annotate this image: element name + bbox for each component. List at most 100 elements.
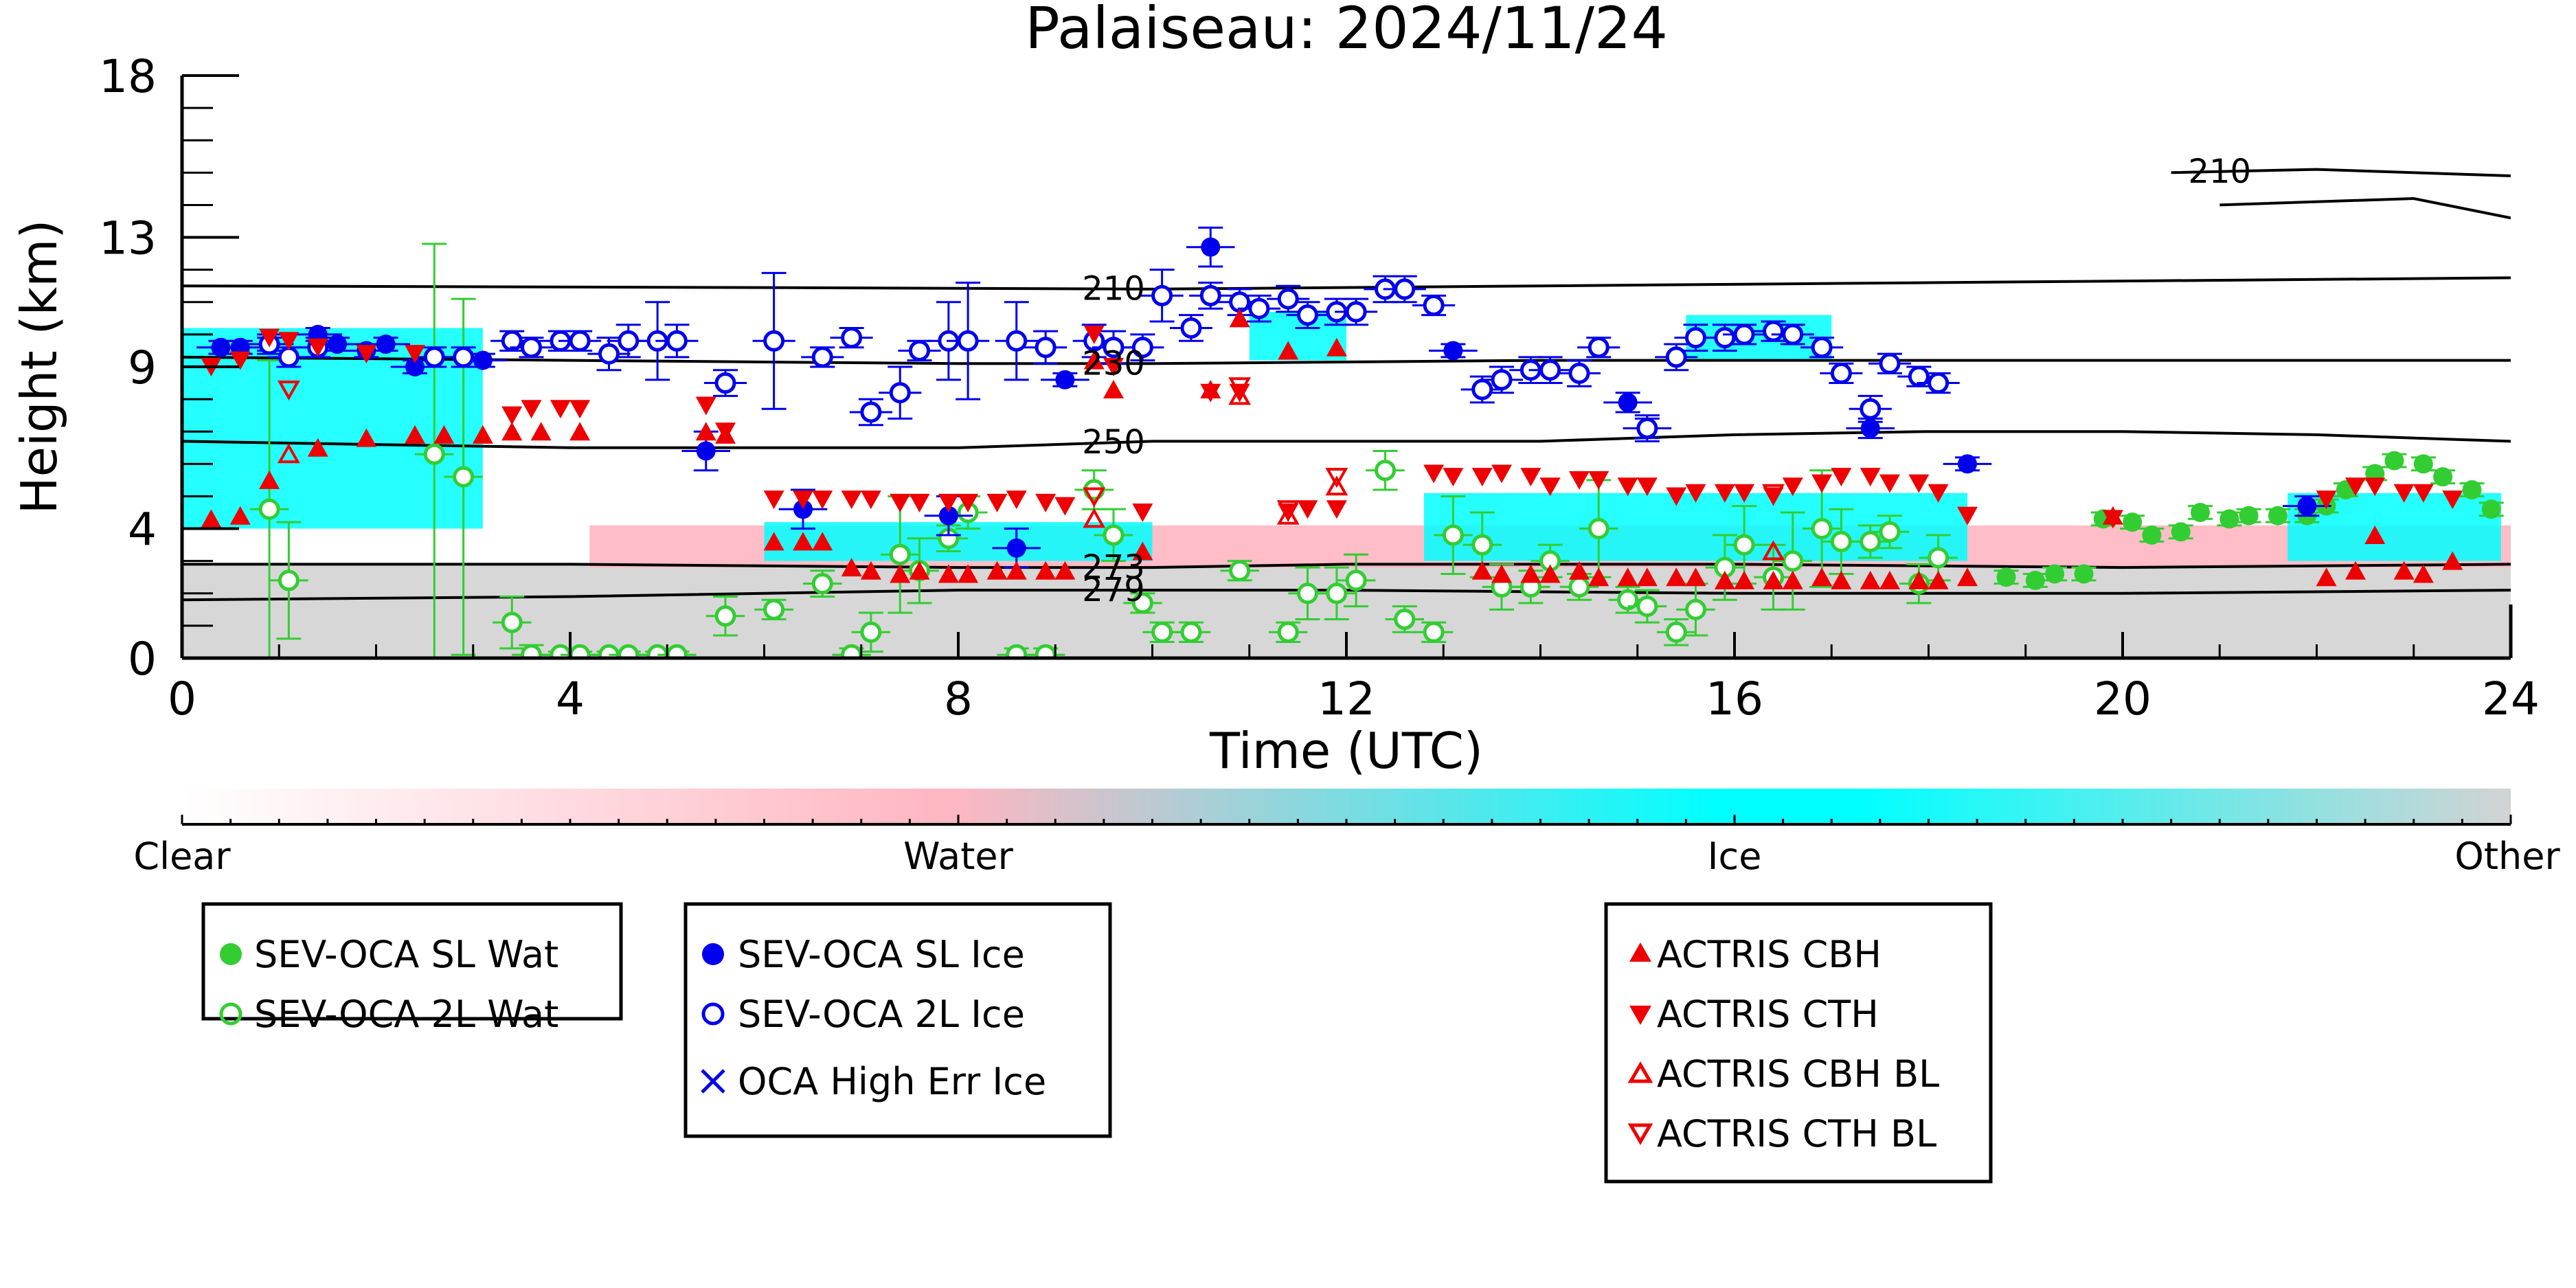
point-8-1 bbox=[1083, 487, 1106, 508]
legend-marker-high-err-ice bbox=[701, 1069, 725, 1094]
point-3-52 bbox=[1811, 337, 1833, 359]
point-6-56 bbox=[1957, 506, 1978, 526]
point-5-55 bbox=[2316, 567, 2337, 587]
point-5-8 bbox=[501, 422, 523, 441]
point-6-39 bbox=[1539, 477, 1561, 497]
point-6-4 bbox=[307, 338, 328, 357]
point-1-11 bbox=[666, 644, 688, 658]
point-5-37 bbox=[1569, 561, 1590, 580]
point-0-10 bbox=[2239, 506, 2259, 526]
point-2-18 bbox=[1860, 418, 1880, 438]
point-6-47 bbox=[1734, 484, 1755, 503]
point-3-55 bbox=[1879, 352, 1901, 374]
legend-label-high-err-ice: OCA High Err Ice bbox=[738, 1060, 1046, 1103]
colorbar-ticks bbox=[181, 815, 2512, 824]
point-5-34 bbox=[1491, 564, 1512, 583]
point-1-42 bbox=[1588, 518, 1609, 540]
legend-marker-cth bbox=[1629, 1006, 1651, 1025]
point-1-52 bbox=[1830, 530, 1852, 552]
point-5-53 bbox=[1957, 567, 1978, 587]
x-tick-label-2: 8 bbox=[944, 673, 973, 725]
point-5-11 bbox=[695, 422, 716, 441]
point-5-48 bbox=[1831, 570, 1852, 589]
point-5-42 bbox=[1685, 567, 1706, 587]
point-3-48 bbox=[1714, 327, 1736, 349]
point-6-57 bbox=[2102, 510, 2123, 529]
legend-box-ice bbox=[683, 902, 1112, 1138]
point-5-41 bbox=[1666, 567, 1687, 587]
point-6-9 bbox=[550, 400, 571, 419]
point-3-10 bbox=[618, 330, 640, 352]
legend-marker-2l-ice bbox=[701, 1002, 725, 1026]
point-3-18 bbox=[889, 382, 911, 404]
point-3-40 bbox=[1491, 369, 1513, 391]
contour-line-5 bbox=[2171, 168, 2511, 177]
legend-marker-cbh-bl bbox=[1627, 1061, 1653, 1083]
point-6-24 bbox=[1035, 493, 1057, 512]
point-1-26 bbox=[1151, 621, 1173, 643]
point-2-12 bbox=[1006, 538, 1026, 558]
point-3-39 bbox=[1471, 379, 1493, 400]
point-3-13 bbox=[714, 372, 736, 394]
point-1-12 bbox=[714, 605, 736, 627]
point-3-8 bbox=[569, 330, 591, 352]
point-8-3 bbox=[1276, 500, 1300, 521]
point-0-8 bbox=[2191, 503, 2210, 522]
point-6-55 bbox=[1928, 484, 1949, 503]
point-5-5 bbox=[405, 425, 425, 444]
legend-label-2l-ice: SEV-OCA 2L Ice bbox=[738, 993, 1025, 1036]
colorbar-label-other: Other bbox=[2454, 835, 2560, 878]
point-3-37 bbox=[1394, 278, 1416, 300]
point-3-33 bbox=[1297, 304, 1318, 326]
point-2-4 bbox=[328, 335, 347, 354]
point-5-36 bbox=[1539, 564, 1561, 583]
point-0-11 bbox=[2268, 506, 2287, 526]
x-axis-label: Time (UTC) bbox=[1209, 722, 1483, 780]
point-6-18 bbox=[890, 493, 911, 512]
point-5-22 bbox=[986, 561, 1008, 580]
point-3-53 bbox=[1830, 362, 1852, 384]
point-5-32 bbox=[1326, 337, 1347, 357]
point-6-41 bbox=[1588, 471, 1609, 490]
point-3-50 bbox=[1763, 320, 1784, 342]
point-0-19 bbox=[2462, 480, 2482, 500]
point-2-10 bbox=[793, 499, 813, 519]
colorbar-gradient bbox=[182, 789, 2511, 824]
point-5-20 bbox=[938, 564, 959, 583]
colorbar-label-water: Water bbox=[903, 835, 1013, 878]
point-1-2 bbox=[423, 443, 445, 465]
point-3-49 bbox=[1733, 324, 1755, 346]
colorbar-label-clear: Clear bbox=[133, 835, 231, 878]
point-0-7 bbox=[2171, 522, 2191, 542]
point-2-15 bbox=[1443, 341, 1463, 361]
point-5-6 bbox=[433, 425, 455, 444]
point-1-41 bbox=[1568, 576, 1590, 598]
point-3-44 bbox=[1588, 337, 1609, 359]
point-6-46 bbox=[1714, 484, 1735, 503]
point-3-31 bbox=[1248, 297, 1270, 319]
point-3-23 bbox=[1035, 337, 1057, 359]
point-3-17 bbox=[860, 401, 882, 423]
point-1-22 bbox=[1035, 644, 1057, 658]
point-1-30 bbox=[1297, 583, 1318, 605]
point-6-20 bbox=[938, 493, 959, 512]
point-0-16 bbox=[2384, 451, 2404, 471]
point-5-51 bbox=[1908, 570, 1930, 589]
point-1-7 bbox=[569, 644, 591, 658]
x-tick-label-4: 16 bbox=[1706, 673, 1763, 725]
x-tick-label-5: 20 bbox=[2094, 673, 2151, 725]
point-1-50 bbox=[1782, 550, 1804, 572]
point-3-27 bbox=[1151, 284, 1173, 306]
point-0-1 bbox=[2025, 570, 2045, 590]
point-5-43 bbox=[1714, 570, 1735, 589]
contour-label-2: 250 bbox=[1082, 423, 1145, 462]
point-6-16 bbox=[841, 490, 862, 510]
point-6-37 bbox=[1491, 464, 1512, 484]
point-5-27 bbox=[1103, 379, 1124, 398]
point-3-22 bbox=[1006, 330, 1028, 352]
point-5-60 bbox=[2442, 551, 2463, 570]
point-3-15 bbox=[811, 346, 833, 368]
legend-water: SEV-OCA SL Wat SEV-OCA 2L Wat bbox=[201, 902, 623, 1036]
point-0-5 bbox=[2123, 512, 2143, 532]
